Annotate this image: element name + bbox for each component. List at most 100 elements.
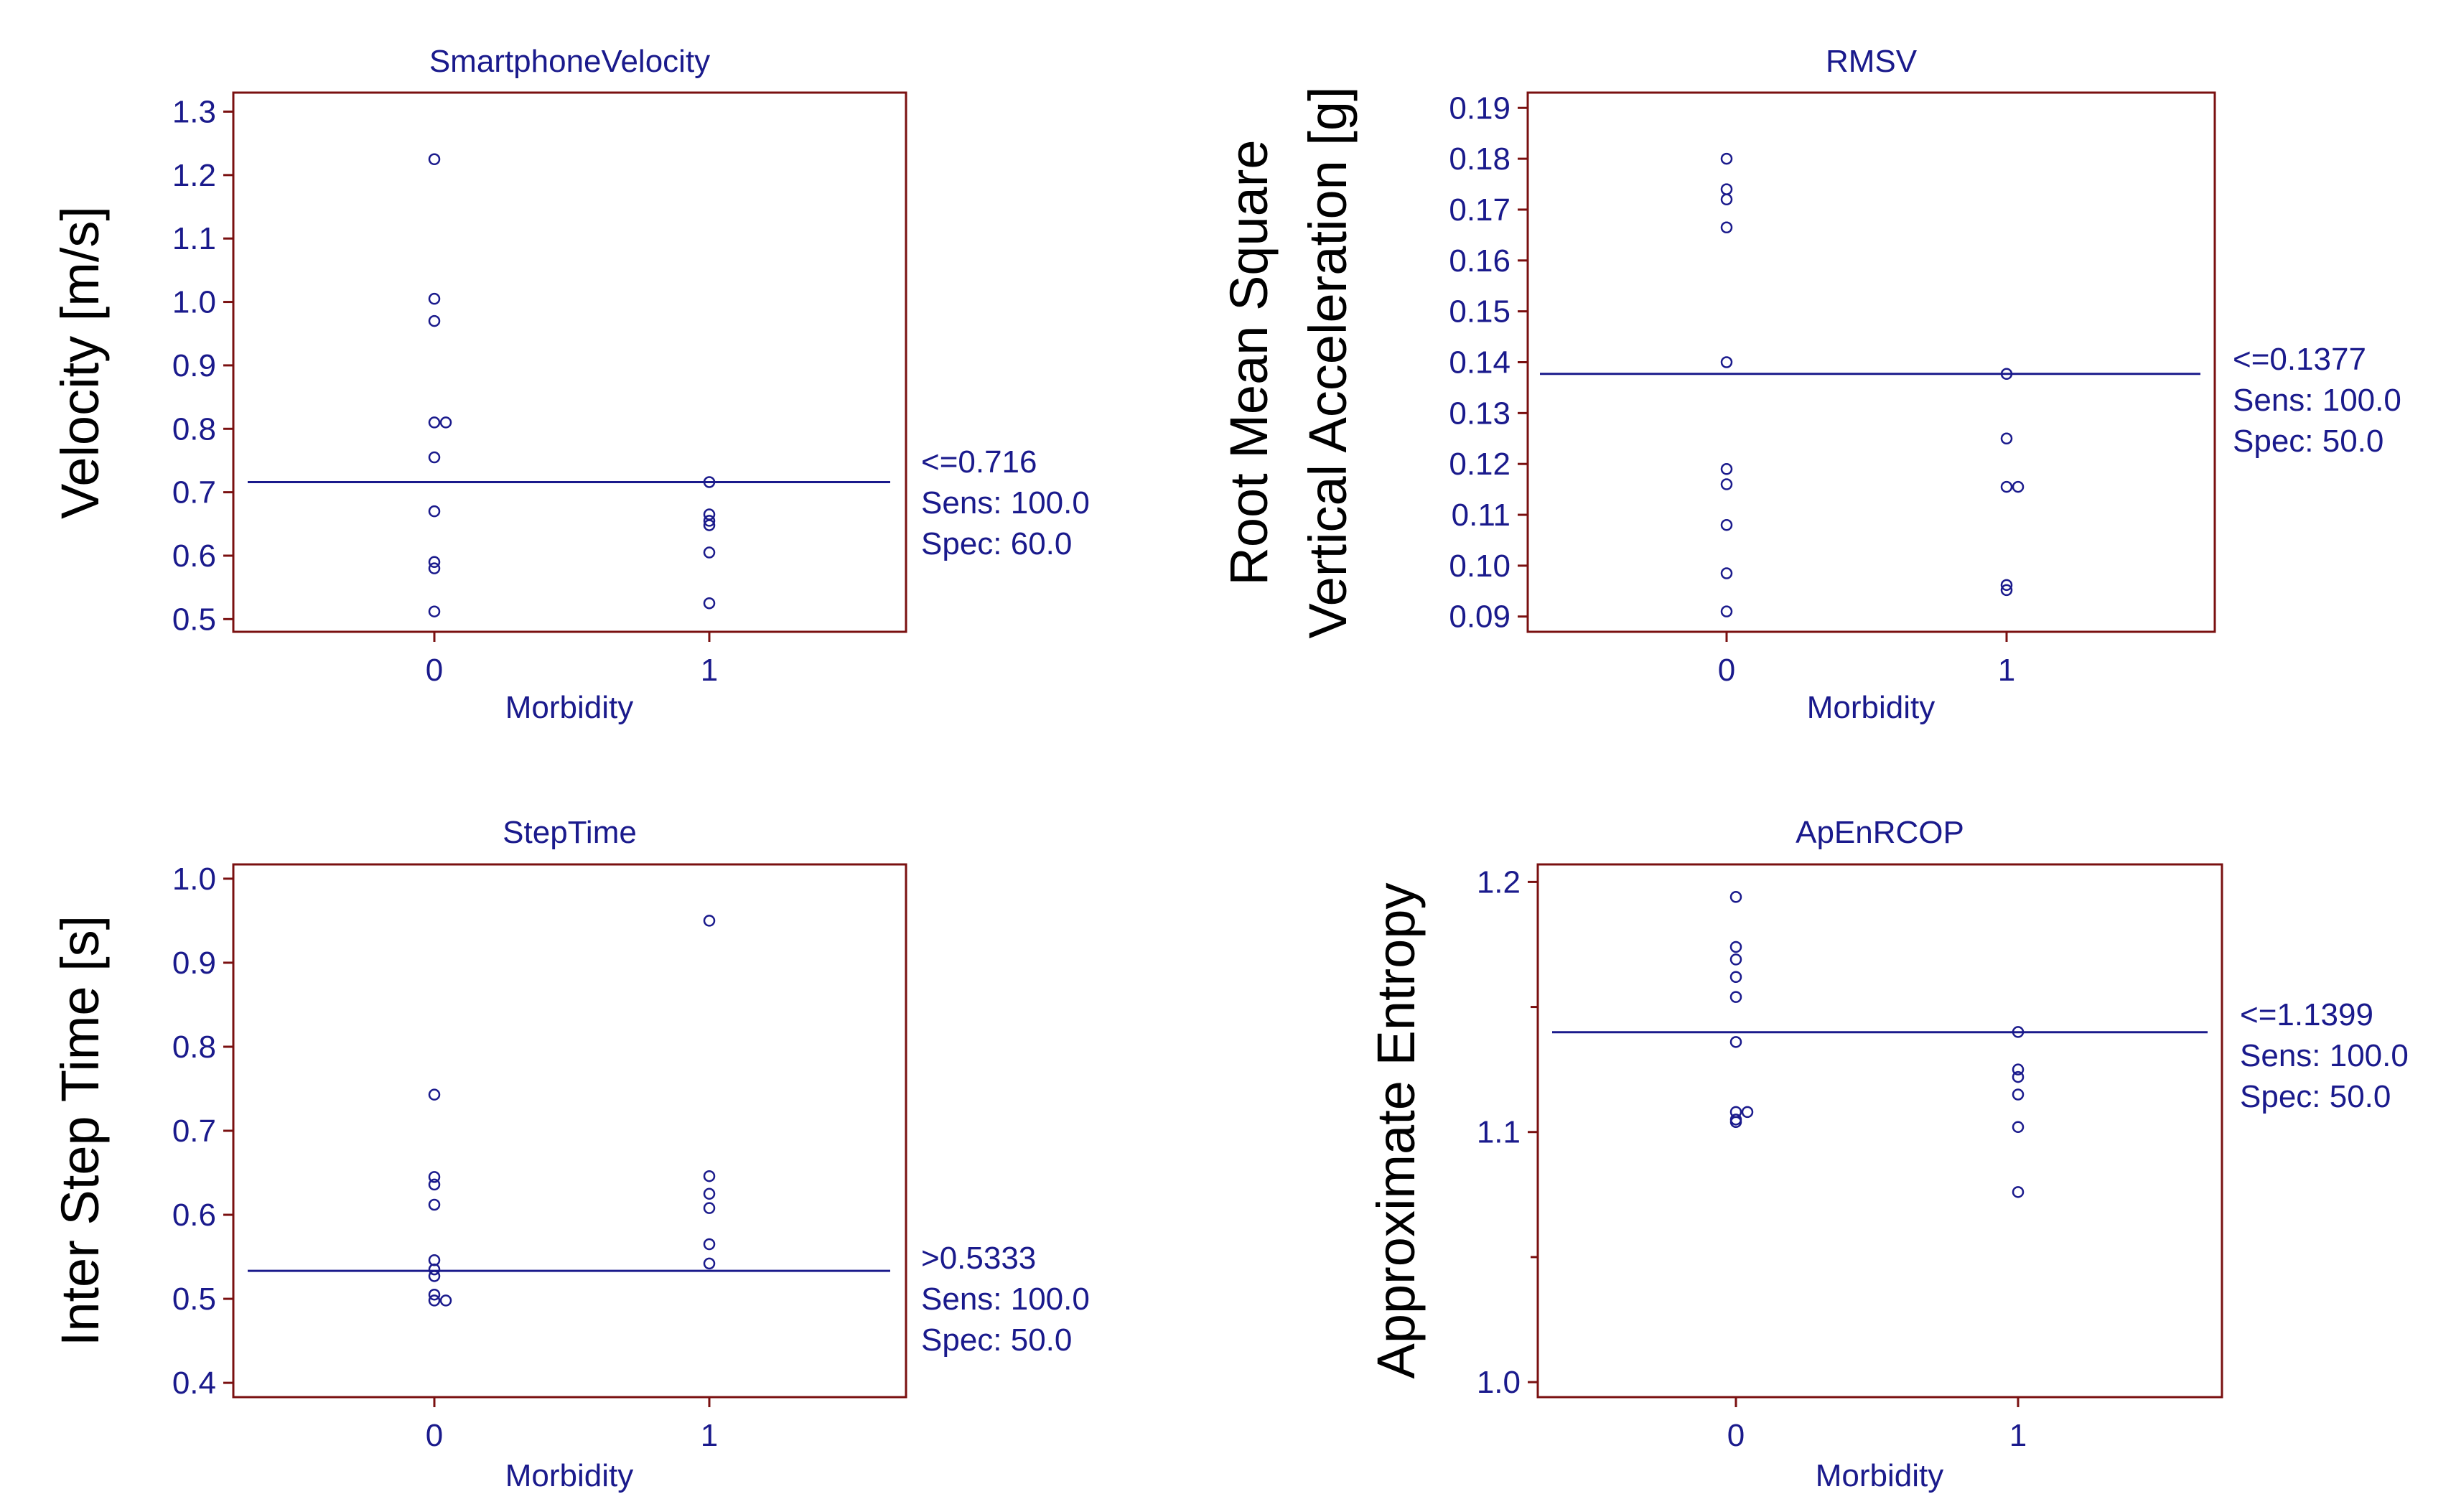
chart3-ytick-label: 0.8 — [172, 1030, 216, 1065]
chart2-data-point-0 — [1720, 463, 1733, 475]
chart2-data-point-0 — [1720, 183, 1733, 195]
chart4-data-point-0 — [1729, 891, 1742, 903]
chart1-ytick-label: 0.7 — [172, 475, 216, 510]
chart1-ytick-label: 0.5 — [172, 602, 216, 637]
chart2-title: RMSV — [1826, 44, 1918, 79]
chart4-ytick-label: 1.0 — [1477, 1365, 1521, 1400]
chart2-data-point-1 — [2000, 432, 2013, 445]
chart2-data-point-0 — [1720, 518, 1733, 531]
chart3-ytick-label: 0.5 — [172, 1282, 216, 1317]
chart2-data-point-1 — [2012, 480, 2025, 493]
chart3-data-point-0 — [428, 1294, 441, 1307]
chart2-plot-frame — [1526, 91, 2216, 633]
chart3-data-point-1 — [703, 1257, 716, 1270]
chart1-data-point-0 — [428, 605, 441, 617]
chart3-xlabel: Morbidity — [505, 1458, 634, 1493]
chart2-ytick-label: 0.11 — [1452, 498, 1511, 533]
chart1-ylabel: Velocity [m/s] — [50, 206, 110, 519]
chart2-ylabel: Vertical Acceleration [g] — [1298, 86, 1358, 638]
chart4-data-point-1 — [2012, 1186, 2025, 1198]
chart1-data-point-0 — [428, 556, 441, 569]
chart2-data-point-1 — [2000, 584, 2013, 597]
chart3-data-point-0 — [428, 1263, 441, 1276]
chart2-ytick-label: 0.18 — [1449, 141, 1511, 177]
chart3-xtick-label: 0 — [426, 1418, 443, 1453]
chart3-data-point-1 — [703, 1187, 716, 1200]
chart2-ytick-label: 0.16 — [1449, 243, 1511, 279]
chart4-data-point-1 — [2012, 1063, 2025, 1075]
chart2-data-point-0 — [1720, 221, 1733, 233]
chart4-data-point-0 — [1729, 1036, 1742, 1048]
chart2-xtick-label: 1 — [1998, 653, 2015, 688]
chart3-data-point-0 — [439, 1294, 452, 1307]
chart3-data-point-1 — [703, 1202, 716, 1214]
chart3-data-point-1 — [703, 915, 716, 927]
chart1-data-point-1 — [703, 597, 716, 610]
chart2-xlabel: Morbidity — [1807, 690, 1936, 725]
chart2-ytick-label: 0.10 — [1449, 549, 1511, 584]
chart3-ytick-label: 1.0 — [172, 862, 216, 897]
chart1-xtick-label: 1 — [701, 653, 718, 688]
chart2-data-point-1 — [2000, 480, 2013, 493]
chart4-xtick-label: 0 — [1727, 1418, 1745, 1453]
chart4-data-point-0 — [1741, 1106, 1754, 1119]
chart1-title: SmartphoneVelocity — [429, 44, 710, 79]
chart1-data-point-0 — [428, 314, 441, 327]
chart2-ytick-label: 0.12 — [1449, 447, 1511, 482]
chart1-cutoff-annotation: Sens: 100.0 — [921, 485, 1090, 521]
chart1-cutoff-annotation: Spec: 60.0 — [921, 526, 1072, 561]
chart4-cutoff-annotation: <=1.1399 — [2240, 997, 2373, 1032]
chart2-data-point-0 — [1720, 478, 1733, 490]
chart1-xlabel: Morbidity — [505, 690, 634, 725]
chart1-cutoff-annotation: <=0.716 — [921, 444, 1037, 480]
chart2-ytick-label: 0.13 — [1449, 396, 1511, 431]
chart2-cutoff-annotation: Sens: 100.0 — [2233, 383, 2401, 418]
chart4-xlabel: Morbidity — [1816, 1458, 1944, 1493]
chart3-ytick-label: 0.7 — [172, 1114, 216, 1149]
chart4-data-point-1 — [2012, 1070, 2025, 1083]
chart3-data-point-0 — [428, 1198, 441, 1211]
chart1-ytick-label: 0.6 — [172, 538, 216, 574]
chart2-xtick-label: 0 — [1718, 653, 1735, 688]
chart1-data-point-1 — [703, 515, 716, 527]
chart4-data-point-0 — [1729, 971, 1742, 984]
chart4-data-point-1 — [2012, 1026, 2025, 1038]
chart2-ytick-label: 0.14 — [1449, 345, 1511, 381]
chart2-data-point-1 — [2000, 368, 2013, 381]
chart1-ytick-label: 1.1 — [172, 221, 216, 256]
chart1-plot-frame — [232, 91, 907, 633]
chart4-data-point-0 — [1729, 953, 1742, 966]
chart3-data-point-0 — [428, 1088, 441, 1101]
chart3-cutoff-annotation: >0.5333 — [921, 1241, 1036, 1276]
chart1-data-point-1 — [703, 519, 716, 531]
chart2-data-point-0 — [1720, 567, 1733, 579]
chart3-plot-frame — [232, 863, 907, 1399]
chart1-ytick-label: 1.0 — [172, 285, 216, 320]
chart1-data-point-0 — [428, 451, 441, 464]
chart2-ytick-label: 0.19 — [1449, 90, 1511, 126]
chart4-ytick-label: 1.1 — [1477, 1115, 1521, 1150]
chart2-data-point-0 — [1720, 193, 1733, 206]
chart4-xtick-label: 1 — [2009, 1418, 2027, 1453]
chart2-data-point-0 — [1720, 605, 1733, 617]
chart3-ytick-label: 0.9 — [172, 946, 216, 981]
chart3-data-point-1 — [703, 1238, 716, 1251]
chart2-data-point-0 — [1720, 356, 1733, 368]
chart1-ytick-label: 1.2 — [172, 158, 216, 193]
chart4-cutoff-annotation: Sens: 100.0 — [2240, 1038, 2409, 1073]
chart3-data-point-1 — [703, 1170, 716, 1182]
chart2-ylabel: Root Mean Square — [1219, 139, 1279, 585]
chart2-ytick-label: 0.09 — [1449, 599, 1511, 635]
chart4-ylabel: Approximate Entropy — [1366, 882, 1426, 1378]
chart1-ytick-label: 1.3 — [172, 95, 216, 130]
chart2-cutoff-annotation: Spec: 50.0 — [2233, 424, 2383, 459]
chart1-data-point-0 — [428, 292, 441, 305]
chart4-title: ApEnRCOP — [1796, 815, 1964, 850]
chart3-ytick-label: 0.4 — [172, 1366, 216, 1401]
chart4-data-point-0 — [1729, 941, 1742, 953]
chart4-data-point-1 — [2012, 1088, 2025, 1101]
chart3-title: StepTime — [503, 815, 637, 850]
chart1-ytick-label: 0.8 — [172, 411, 216, 447]
chart3-cutoff-annotation: Sens: 100.0 — [921, 1282, 1090, 1317]
chart3-data-point-0 — [428, 1288, 441, 1301]
